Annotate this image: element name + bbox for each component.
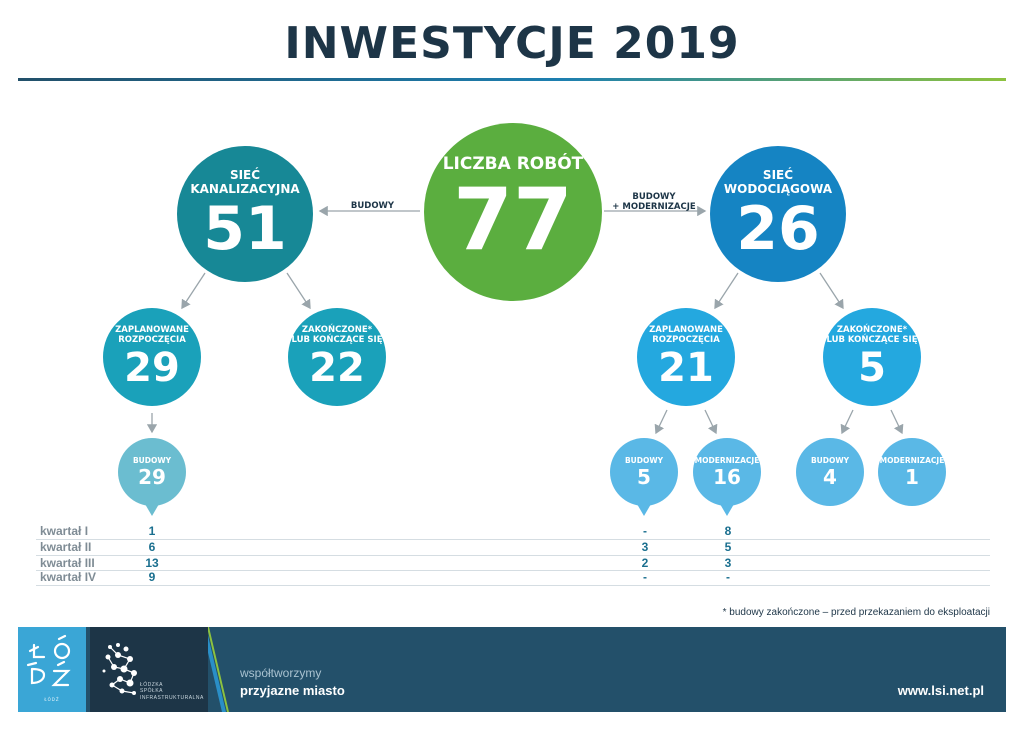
arrow-rf-budowy bbox=[840, 409, 854, 435]
pin-tail bbox=[145, 504, 159, 516]
water-network-circle: SIEĆ WODOCIĄGOWA 26 bbox=[710, 146, 846, 282]
quarter-value: 13 bbox=[145, 556, 159, 570]
sewer-planned-builds-pin: BUDOWY 29 bbox=[118, 438, 186, 506]
quarter-value: 8 bbox=[724, 524, 732, 538]
arrow-right-planned bbox=[714, 272, 739, 310]
water-finished-value: 5 bbox=[858, 344, 886, 391]
water-planned-circle: ZAPLANOWANE ROZPOCZĘCIA 21 bbox=[637, 308, 735, 406]
arrow-label-left: BUDOWY bbox=[350, 201, 395, 211]
quarter-value: 2 bbox=[641, 556, 649, 570]
quarter-value: 5 bbox=[724, 540, 732, 554]
arrow-rp-budowy bbox=[654, 409, 668, 435]
water-finished-label: ZAKOŃCZONE* LUB KOŃCZĄCE SIĘ bbox=[826, 325, 918, 345]
water-finished-modernization-circle: MODERNIZACJE 1 bbox=[878, 438, 946, 506]
sewer-network-value: 51 bbox=[203, 193, 287, 264]
arrow-rp-modern bbox=[704, 409, 718, 435]
arrow-left-planned bbox=[181, 272, 206, 310]
water-network-label: SIEĆ WODOCIĄGOWA bbox=[723, 168, 833, 196]
quarter-label: kwartał III bbox=[40, 556, 95, 570]
arrow-right-finished bbox=[819, 272, 844, 310]
leaf-value: 5 bbox=[637, 465, 651, 490]
quarter-value: - bbox=[643, 524, 647, 538]
quarter-value: 9 bbox=[148, 570, 156, 584]
quarter-value: 1 bbox=[148, 524, 156, 538]
lsi-logo[interactable] bbox=[90, 627, 208, 712]
pin-tail bbox=[637, 504, 651, 516]
quarter-value: - bbox=[726, 570, 730, 584]
lsi-logo-icon bbox=[102, 643, 137, 695]
page-title: INWESTYCJE 2019 bbox=[284, 18, 740, 69]
sewer-finished-circle: ZAKOŃCZONE* LUB KOŃCZĄCE SIĘ 22 bbox=[288, 308, 386, 406]
leaf-value: 16 bbox=[713, 465, 741, 490]
leaf-value: 4 bbox=[823, 465, 837, 490]
leaf-label: BUDOWY bbox=[624, 455, 664, 465]
arrow-left-finished bbox=[286, 272, 311, 310]
website-link[interactable]: www.lsi.net.pl bbox=[897, 683, 984, 698]
pin-tail bbox=[720, 504, 734, 516]
table-row-divider bbox=[36, 570, 990, 571]
table-row-divider bbox=[36, 585, 990, 586]
footer-accent-stripe bbox=[202, 627, 229, 712]
slogan-line-1: współtworzymy bbox=[240, 666, 322, 680]
footnote: * budowy zakończone – przed przekazaniem… bbox=[722, 607, 990, 618]
quarter-value: 3 bbox=[641, 540, 649, 554]
water-finished-builds-circle: BUDOWY 4 bbox=[796, 438, 864, 506]
quarter-value: 6 bbox=[148, 540, 156, 554]
total-works-label: LICZBA ROBÓT bbox=[442, 154, 584, 175]
leaf-label: MODERNIZACJE bbox=[879, 455, 945, 465]
slogan-line-2: przyjazne miasto bbox=[240, 683, 345, 698]
sewer-planned-label: ZAPLANOWANE ROZPOCZĘCIA bbox=[115, 325, 189, 345]
lodz-logo-icon bbox=[26, 634, 71, 687]
quarter-label: kwartał IV bbox=[40, 570, 97, 584]
sewer-finished-value: 22 bbox=[309, 344, 365, 391]
water-planned-value: 21 bbox=[658, 344, 714, 391]
quarter-value: 3 bbox=[724, 556, 732, 570]
quarter-label: kwartał II bbox=[40, 540, 92, 554]
sewer-network-circle: SIEĆ KANALIZACYJNA 51 bbox=[177, 146, 313, 282]
lodz-logo-caption: ŁÓDŹ bbox=[44, 697, 60, 702]
water-planned-builds-pin: BUDOWY 5 bbox=[610, 438, 678, 506]
sewer-planned-circle: ZAPLANOWANE ROZPOCZĘCIA 29 bbox=[103, 308, 201, 406]
leaf-value: 1 bbox=[905, 465, 919, 490]
lodz-logo[interactable] bbox=[18, 627, 86, 712]
sewer-finished-label: ZAKOŃCZONE* LUB KOŃCZĄCE SIĘ bbox=[291, 325, 383, 345]
quarter-value: - bbox=[643, 570, 647, 584]
title-divider bbox=[18, 78, 1006, 81]
sewer-network-label: SIEĆ KANALIZACYJNA bbox=[190, 168, 300, 196]
leaf-label: BUDOWY bbox=[132, 455, 172, 465]
table-row-divider bbox=[36, 555, 990, 556]
total-works-value: 77 bbox=[453, 169, 573, 270]
leaf-label: MODERNIZACJE bbox=[694, 455, 760, 465]
sewer-planned-value: 29 bbox=[124, 344, 180, 391]
water-planned-label: ZAPLANOWANE ROZPOCZĘCIA bbox=[649, 325, 723, 345]
arrow-rf-modern bbox=[890, 409, 904, 435]
table-row-divider bbox=[36, 539, 990, 540]
arrow-label-right: BUDOWY + MODERNIZACJE bbox=[612, 192, 696, 212]
quarter-label: kwartał I bbox=[40, 524, 89, 538]
water-planned-modernization-pin: MODERNIZACJE 16 bbox=[693, 438, 761, 506]
water-finished-circle: ZAKOŃCZONE* LUB KOŃCZĄCE SIĘ 5 bbox=[823, 308, 921, 406]
lsi-company-name: ŁÓDZKA SPÓŁKA INFRASTRUKTURALNA bbox=[140, 682, 204, 701]
total-works-circle: LICZBA ROBÓT 77 bbox=[424, 123, 602, 301]
leaf-value: 29 bbox=[138, 465, 166, 490]
water-network-value: 26 bbox=[736, 193, 820, 264]
leaf-label: BUDOWY bbox=[810, 455, 850, 465]
